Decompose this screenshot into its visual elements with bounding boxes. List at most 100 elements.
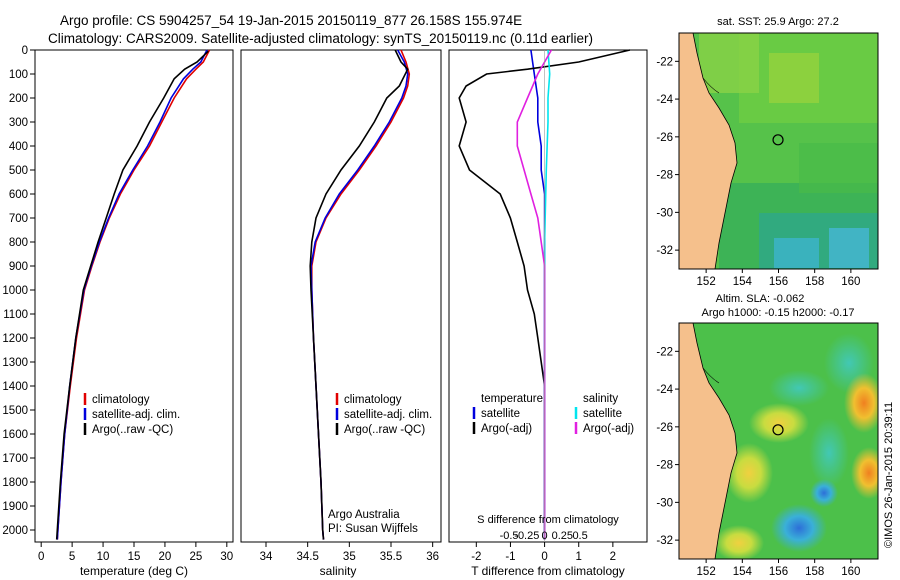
lat-tick-label: -26 (656, 132, 673, 144)
x-tick-label: 35 (343, 551, 356, 563)
difference-x-ticks: -2 -1 0 1 2 (471, 542, 616, 563)
sla-map-image (679, 323, 878, 559)
legend-climatology-label: climatology (344, 394, 402, 406)
legend-t-argo-label: Argo(-adj) (481, 423, 532, 435)
lon-tick-label: 158 (805, 566, 824, 578)
x-tick-label: 5 (69, 551, 75, 563)
temperature-legend: climatology satellite-adj. clim. Argo(..… (83, 393, 180, 436)
lat-tick-label: -32 (656, 245, 673, 257)
lat-tick-label: -22 (656, 56, 673, 68)
lat-tick-label: -24 (656, 94, 673, 106)
depth-tick-label: 500 (9, 165, 28, 177)
difference-panel: -2 -1 0 1 2 -0.5-0.25 0 0.25 0.5 T difference f… (448, 49, 648, 578)
salinity-x-label: salinity (320, 564, 357, 578)
depth-tick-label: 800 (9, 237, 28, 249)
x-tick-label: 0 (541, 551, 547, 563)
legend-t-satellite-label: satellite (481, 408, 520, 420)
x-tick-label: -2 (471, 551, 481, 563)
lat-tick-label: -30 (656, 497, 673, 509)
s-argo-adj-line (516, 49, 553, 540)
s-tick-label: 0.25 (552, 530, 573, 542)
s-tick-label: -0.25 (514, 530, 539, 542)
s-tick-label: 0 (542, 530, 548, 542)
lat-tick-label: -28 (656, 170, 673, 182)
sla-map-title-2: Argo h1000: -0.15 h2000: -0.17 (702, 307, 855, 319)
depth-tick-label: 2000 (2, 525, 28, 537)
x-tick-label: 25 (189, 551, 202, 563)
argo-australia-note: Argo Australia (328, 509, 400, 521)
depth-tick-label: 100 (9, 69, 28, 81)
lat-tick-label: -22 (656, 346, 673, 358)
lat-tick-label: -24 (656, 384, 673, 396)
legend-temperature-title: temperature (481, 393, 543, 405)
temperature-plot-frame (34, 49, 234, 543)
depth-tick-label: 1600 (2, 429, 28, 441)
lat-tick-label: -28 (656, 460, 673, 472)
legend-s-argo-label: Argo(-adj) (583, 423, 634, 435)
depth-tick-label: 900 (9, 261, 28, 273)
lon-tick-label: 160 (841, 276, 860, 288)
header-line-1: Argo profile: CS 5904257_54 19-Jan-2015 … (60, 13, 522, 28)
depth-axis-ticks: 0 100 200 300 400 500 600 700 800 900 1000 1100 1200… (2, 45, 35, 537)
depth-tick-label: 1800 (2, 477, 28, 489)
t-argo-adj-line (458, 49, 631, 540)
legend-climatology-label: climatology (92, 394, 150, 406)
salinity-panel: 34 34.5 35 35.5 36 salinity climatology sate… (240, 49, 442, 578)
x-tick-label: 30 (220, 551, 233, 563)
x-tick-label: 34.5 (296, 551, 318, 563)
imos-timestamp: ©IMOS 26-Jan-2015 20:39:11 (883, 402, 895, 548)
lat-tick-label: -30 (656, 207, 673, 219)
lon-tick-label: 156 (769, 566, 788, 578)
sst-map-title: sat. SST: 25.9 Argo: 27.2 (717, 16, 839, 28)
lon-tick-label: 154 (733, 276, 753, 288)
x-tick-label: 1 (576, 551, 582, 563)
salinity-legend: climatology satellite-adj. clim. Argo(..… (335, 393, 432, 436)
header-line-2: Climatology: CARS2009. Satellite-adjuste… (48, 31, 593, 46)
x-tick-label: 34 (260, 551, 273, 563)
salinity-difference-ticks: -0.5-0.25 0 0.25 0.5 (500, 530, 588, 542)
sst-map: sat. SST: 25.9 Argo: 27.2 152 154 156 158 16… (656, 16, 879, 288)
lon-tick-label: 154 (733, 566, 753, 578)
sla-argo-position-marker (772, 424, 784, 436)
s-tick-label: 0.5 (572, 530, 587, 542)
depth-tick-label: 300 (9, 117, 28, 129)
legend-argo-label: Argo(..raw -QC) (344, 424, 425, 436)
x-tick-label: -1 (505, 551, 515, 563)
salinity-series (309, 49, 411, 540)
depth-tick-label: 700 (9, 213, 28, 225)
x-tick-label: 0 (38, 551, 44, 563)
lon-tick-label: 156 (769, 276, 788, 288)
depth-tick-label: 1500 (2, 405, 28, 417)
argo-raw-qc-line (309, 49, 409, 540)
depth-tick-label: 1900 (2, 501, 28, 513)
x-tick-label: 20 (159, 551, 172, 563)
x-tick-label: 36 (426, 551, 439, 563)
lat-tick-label: -26 (656, 422, 673, 434)
sst-map-image (679, 33, 878, 269)
depth-tick-label: 200 (9, 93, 28, 105)
sla-map: Altim. SLA: -0.062 Argo h1000: -0.15 h20… (656, 293, 879, 578)
lat-tick-label: -32 (656, 535, 673, 547)
depth-tick-label: 1300 (2, 357, 28, 369)
depth-tick-label: 1100 (3, 309, 28, 321)
depth-tick-label: 1700 (2, 453, 28, 465)
salinity-plot-frame (240, 49, 442, 543)
temperature-x-label: temperature (deg C) (80, 564, 188, 578)
temperature-series (55, 49, 211, 540)
depth-tick-label: 400 (9, 141, 28, 153)
difference-series (458, 49, 631, 542)
lon-tick-label: 152 (697, 566, 716, 578)
legend-satellite-label: satellite-adj. clim. (92, 409, 180, 421)
lon-tick-label: 152 (697, 276, 716, 288)
argo-raw-qc-line (55, 50, 209, 540)
sla-map-title-1: Altim. SLA: -0.062 (716, 293, 805, 305)
s-difference-label: S difference from climatology (477, 514, 619, 526)
depth-tick-label: 1400 (2, 381, 28, 393)
sst-map-ticks: 152 154 156 158 160 -22 -24 -26 -28 -30 -32 (656, 56, 860, 288)
sst-argo-position-marker (772, 134, 784, 146)
legend-s-satellite-label: satellite (583, 408, 622, 420)
sla-map-ticks: 152 154 156 158 160 -22 -24 -26 -28 -30 -32 (656, 346, 860, 578)
legend-argo-label: Argo(..raw -QC) (92, 424, 173, 436)
salinity-x-ticks: 34 34.5 35 35.5 36 (260, 542, 439, 563)
